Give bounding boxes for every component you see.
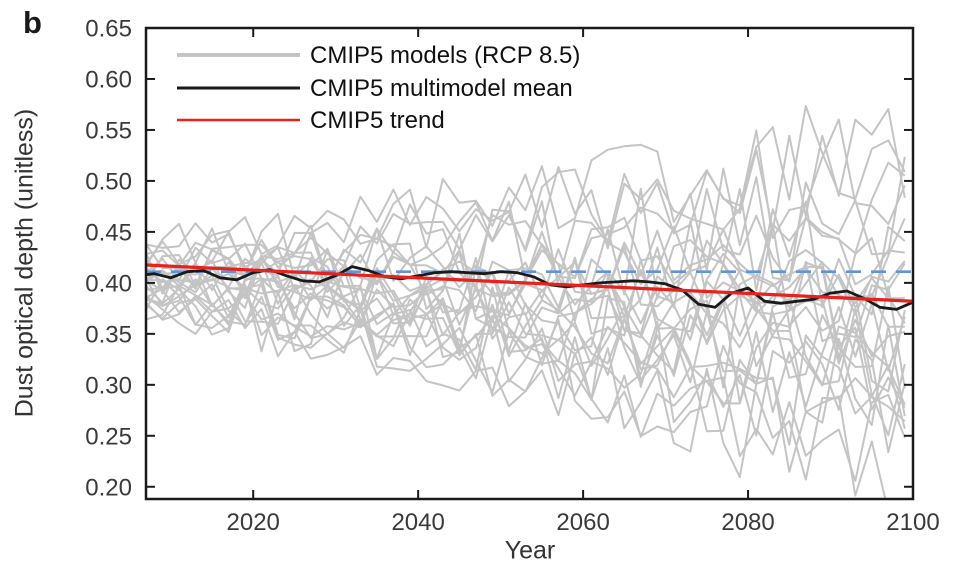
y-tick-label: 0.25 — [85, 423, 132, 450]
cmip5-model-line — [146, 161, 906, 295]
axis-ticks — [146, 27, 914, 499]
x-tick-label: 2100 — [886, 509, 939, 536]
y-tick-label: 0.35 — [85, 321, 132, 348]
y-tick-label: 0.55 — [85, 117, 132, 144]
cmip5-model-line — [146, 272, 906, 427]
legend-item: CMIP5 models (RCP 8.5) — [177, 42, 580, 69]
legend-label: CMIP5 models (RCP 8.5) — [310, 42, 580, 69]
cmip5-model-line — [146, 294, 906, 482]
y-tick-label: 0.45 — [85, 219, 132, 246]
trend — [146, 263, 913, 303]
legend-item: CMIP5 multimodel mean — [177, 75, 573, 102]
cmip5-model-line — [146, 105, 906, 273]
cmip5-model-line — [146, 266, 906, 446]
y-tick-label: 0.60 — [85, 66, 132, 93]
cmip5-model-line — [146, 294, 906, 411]
plot-frame — [144, 26, 915, 501]
legend-label: CMIP5 multimodel mean — [310, 75, 573, 102]
x-tick-label: 2020 — [227, 509, 280, 536]
x-axis-title: Year — [504, 536, 556, 565]
y-tick-label: 0.50 — [85, 168, 132, 195]
y-tick-label: 0.40 — [85, 270, 132, 297]
axis-tick-labels: 2020 2040 2060 2080 2100 0.20 0.25 0.30 0.35 0.40… — [85, 16, 939, 537]
panel-label: b — [23, 5, 42, 40]
legend-label: CMIP5 trend — [310, 107, 445, 134]
legend-item: CMIP5 trend — [177, 107, 445, 134]
x-tick-label: 2060 — [556, 509, 609, 536]
cmip5-model-line — [146, 264, 906, 413]
x-tick-label: 2080 — [721, 509, 774, 536]
cmip5-model-line — [146, 187, 906, 316]
x-tick-label: 2040 — [391, 509, 444, 536]
y-tick-label: 0.30 — [85, 372, 132, 399]
y-axis-title: Dust optical depth (unitless) — [10, 108, 39, 418]
cmip5-model-lines — [146, 105, 906, 499]
cmip5-model-line — [146, 284, 906, 454]
legend: CMIP5 models (RCP 8.5) CMIP5 multimodel m… — [177, 42, 580, 134]
y-tick-label: 0.20 — [85, 474, 132, 501]
cmip5-model-line — [146, 271, 887, 499]
trend-line — [146, 263, 913, 303]
y-tick-label: 0.65 — [85, 16, 132, 43]
